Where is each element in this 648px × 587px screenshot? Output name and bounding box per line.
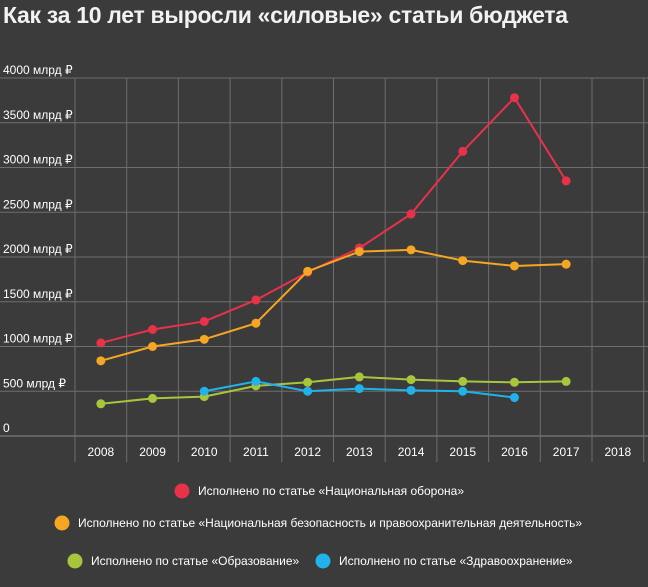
data-point (509, 393, 519, 403)
x-tick-label: 2016 (501, 445, 528, 459)
data-point (251, 295, 261, 305)
data-point (561, 259, 571, 269)
legend-label: Исполнено по статье «Национальная безопа… (78, 516, 582, 530)
legend-label: Исполнено по статье «Здравоохранение» (339, 554, 573, 568)
legend-marker (67, 553, 83, 569)
legend: Исполнено по статье «Национальная оборон… (54, 483, 582, 569)
data-point (199, 386, 209, 396)
data-point (561, 176, 571, 186)
data-point (458, 256, 468, 266)
data-point (303, 386, 313, 396)
data-point (406, 385, 416, 395)
y-tick-label: 2000 млрд ₽ (3, 242, 73, 256)
x-axis-tick-labels: 2008 2009 2010 2011 2012 2013 2014 2015 2016 2017… (87, 445, 631, 459)
data-point (96, 356, 106, 366)
data-point (251, 376, 261, 386)
legend-marker (54, 515, 70, 531)
data-point (148, 324, 158, 334)
legend-marker (174, 483, 190, 499)
y-tick-label: 1000 млрд ₽ (3, 332, 73, 346)
data-point (509, 93, 519, 103)
data-point (96, 338, 106, 348)
data-point (509, 261, 519, 271)
y-axis-tick-labels: 0 500 млрд ₽ 1000 млрд ₽ 1500 млрд ₽ 2000 мл… (3, 63, 73, 435)
y-tick-label: 0 (3, 421, 10, 435)
data-point (251, 318, 261, 328)
chart-title: Как за 10 лет выросли «силовые» статьи б… (3, 2, 568, 28)
data-point (458, 376, 468, 386)
x-tick-label: 2008 (87, 445, 114, 459)
data-point (354, 372, 364, 382)
x-tick-label: 2015 (449, 445, 476, 459)
y-tick-label: 4000 млрд ₽ (3, 63, 73, 77)
y-tick-label: 500 млрд ₽ (3, 376, 66, 390)
series-line-1 (100, 96, 567, 344)
data-point (406, 209, 416, 219)
data-point (354, 247, 364, 257)
x-tick-label: 2017 (553, 445, 580, 459)
x-tick-label: 2011 (243, 445, 269, 459)
y-tick-label: 2500 млрд ₽ (3, 197, 73, 211)
data-point (303, 377, 313, 387)
series-line-2 (100, 248, 567, 362)
data-point (148, 393, 158, 403)
data-point (561, 376, 571, 386)
data-point (199, 316, 209, 326)
grid (0, 77, 648, 462)
data-point (406, 245, 416, 255)
data-point (458, 146, 468, 156)
data-point (199, 334, 209, 344)
data-point (509, 377, 519, 387)
legend-label: Исполнено по статье «Национальная оборон… (198, 484, 464, 498)
legend-label: Исполнено по статье «Образование» (91, 554, 300, 568)
legend-marker (315, 553, 331, 569)
x-tick-label: 2013 (346, 445, 373, 459)
data-point (303, 266, 313, 276)
data-point (406, 375, 416, 385)
data-point (148, 342, 158, 351)
x-tick-label: 2010 (191, 445, 218, 459)
series-line-3 (100, 375, 567, 405)
y-tick-label: 3500 млрд ₽ (3, 108, 73, 122)
data-point (354, 384, 364, 394)
y-tick-label: 3000 млрд ₽ (3, 153, 73, 167)
data-point (458, 386, 468, 396)
series-layer (96, 93, 571, 409)
x-tick-label: 2014 (398, 445, 425, 459)
x-tick-label: 2009 (139, 445, 166, 459)
x-tick-label: 2018 (604, 445, 631, 459)
x-tick-label: 2012 (294, 445, 321, 459)
data-point (96, 399, 106, 409)
y-tick-label: 1500 млрд ₽ (3, 287, 73, 301)
